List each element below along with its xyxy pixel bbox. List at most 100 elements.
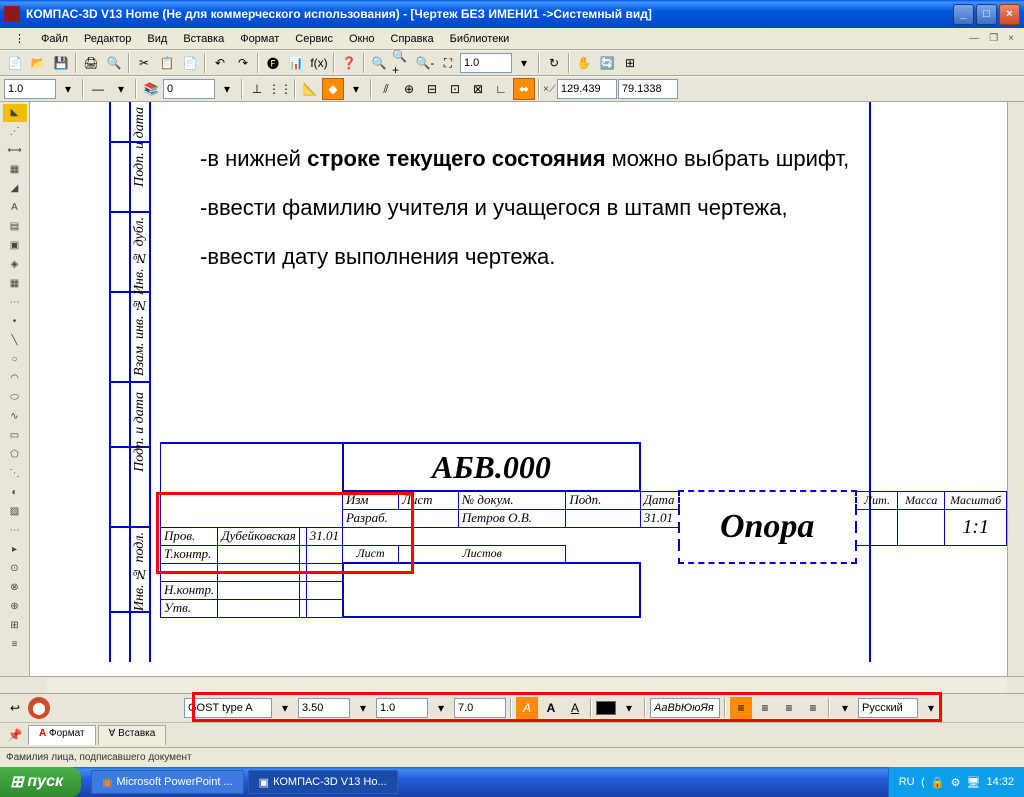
drawing-canvas[interactable]: Подп. и дата Инв. № дубл. Взам. инв. № П… — [30, 102, 1007, 676]
task-kompas[interactable]: ▣КОМПАС-3D V13 Ho... — [248, 770, 398, 794]
param2-icon[interactable]: ⊕ — [398, 78, 420, 100]
minimize-button[interactable]: _ — [953, 4, 974, 25]
menu-view[interactable]: Вид — [139, 31, 175, 47]
point-icon[interactable]: • — [3, 313, 27, 331]
zoom-in-icon[interactable]: 🔍+ — [391, 52, 413, 74]
tool-icon[interactable]: ⋰ — [3, 123, 27, 141]
zoom-window-icon[interactable]: 🔍 — [368, 52, 390, 74]
menu-insert[interactable]: Вставка — [175, 31, 232, 47]
fx-icon[interactable]: f(x) — [308, 52, 330, 74]
grid-icon[interactable]: ⋮⋮ — [269, 78, 291, 100]
new-icon[interactable]: 📄 — [4, 52, 26, 74]
hatch-icon[interactable]: ▦ — [3, 161, 27, 179]
layer-icon[interactable]: 📚 — [140, 78, 162, 100]
dropdown-icon[interactable]: ▾ — [216, 78, 238, 100]
menu-format[interactable]: Формат — [232, 31, 287, 47]
dropdown-icon[interactable]: ▾ — [57, 78, 79, 100]
pan-icon[interactable]: ✋ — [573, 52, 595, 74]
snap-icon[interactable]: 📐 — [299, 78, 321, 100]
tool-icon[interactable]: ⋱ — [3, 465, 27, 483]
param4-icon[interactable]: ⊡ — [444, 78, 466, 100]
tray-icon[interactable]: 🔒 — [931, 776, 945, 789]
spec-icon[interactable]: ▦ — [3, 275, 27, 293]
tray-icon[interactable]: 🖥 — [967, 776, 981, 789]
coord-y-input[interactable] — [618, 79, 678, 99]
param-icon[interactable]: ⫽ — [375, 78, 397, 100]
rebuild-icon[interactable]: ↻ — [543, 52, 565, 74]
stamp-scale[interactable]: 1:1 — [945, 509, 1007, 545]
properties-icon[interactable]: 🅕 — [262, 52, 284, 74]
pin-icon[interactable]: 📌 — [4, 724, 26, 746]
dropdown-icon[interactable]: ▾ — [345, 78, 367, 100]
tray-icon[interactable]: ⚙ — [951, 776, 961, 789]
tab-format[interactable]: A Формат — [28, 725, 96, 745]
tray-lang[interactable]: RU — [899, 776, 915, 788]
circle-icon[interactable]: ○ — [3, 351, 27, 369]
zoom-out-icon[interactable]: 🔍- — [414, 52, 436, 74]
dimensions-icon[interactable]: ⟷ — [3, 142, 27, 160]
geometry-icon[interactable]: ◣ — [3, 104, 27, 122]
help-icon[interactable]: ❓ — [338, 52, 360, 74]
r5-role[interactable]: Утв. — [161, 599, 218, 617]
snap-active-icon[interactable]: ◆ — [322, 78, 344, 100]
scrollbar-vertical[interactable] — [1007, 102, 1024, 676]
tool-icon[interactable]: ◐ — [3, 484, 27, 502]
close-button[interactable]: × — [999, 4, 1020, 25]
param3-icon[interactable]: ⊟ — [421, 78, 443, 100]
mdi-close[interactable]: × — [1004, 31, 1018, 46]
r1-date[interactable]: 31.01 — [640, 509, 678, 527]
zoom-fit-icon[interactable]: ⛶ — [437, 52, 459, 74]
redo-icon[interactable]: ↷ — [232, 52, 254, 74]
more-icon[interactable]: ≡ — [3, 636, 27, 654]
line-icon[interactable]: ╲ — [3, 332, 27, 350]
param5-icon[interactable]: ⊠ — [467, 78, 489, 100]
arc-icon[interactable]: ◠ — [3, 370, 27, 388]
start-button[interactable]: ⊞пуск — [0, 767, 81, 797]
vars-icon[interactable]: 📊 — [285, 52, 307, 74]
cut-icon[interactable]: ✂ — [133, 52, 155, 74]
dropdown-icon[interactable]: ▾ — [110, 78, 132, 100]
spline-icon[interactable]: ∿ — [3, 408, 27, 426]
tool-icon[interactable]: ⊙ — [3, 560, 27, 578]
rect-icon[interactable]: ▭ — [3, 427, 27, 445]
maximize-button[interactable]: □ — [976, 4, 997, 25]
copy-icon[interactable]: 📋 — [156, 52, 178, 74]
menu-help[interactable]: Справка — [383, 31, 442, 47]
tool-icon[interactable]: ▸ — [3, 541, 27, 559]
menu-window[interactable]: Окно — [341, 31, 383, 47]
tray-icon[interactable]: ⟨ — [921, 776, 925, 789]
menu-edit[interactable]: Редактор — [76, 31, 139, 47]
edit-icon[interactable]: ◢ — [3, 180, 27, 198]
views-icon[interactable]: ⊞ — [619, 52, 641, 74]
assoc-icon[interactable]: ◈ — [3, 256, 27, 274]
views-icon[interactable]: ▣ — [3, 237, 27, 255]
scrollbar-horizontal[interactable] — [0, 676, 1024, 693]
stamp-code[interactable]: АБВ.000 — [343, 443, 641, 491]
scale-input[interactable] — [4, 79, 56, 99]
line-icon[interactable]: — — [87, 78, 109, 100]
tool-icon[interactable]: ⊞ — [3, 617, 27, 635]
cancel-icon[interactable]: ↩ — [4, 697, 26, 719]
ortho-icon[interactable]: ⊥ — [246, 78, 268, 100]
tool-icon[interactable]: ⊗ — [3, 579, 27, 597]
local-cs-icon[interactable]: ⬌ — [513, 78, 535, 100]
table-icon[interactable]: ▤ — [3, 218, 27, 236]
r4-role[interactable]: Н.контр. — [161, 581, 218, 599]
open-icon[interactable]: 📂 — [27, 52, 49, 74]
polygon-icon[interactable]: ⬠ — [3, 446, 27, 464]
menu-service[interactable]: Сервис — [287, 31, 341, 47]
hatch-icon[interactable]: ▨ — [3, 503, 27, 521]
coord-x-input[interactable] — [557, 79, 617, 99]
save-icon[interactable]: 💾 — [50, 52, 72, 74]
tab-insert[interactable]: ∀ Вставка — [98, 725, 167, 745]
stop-icon[interactable]: ⬤ — [28, 697, 50, 719]
layer-input[interactable] — [163, 79, 215, 99]
stamp-name[interactable]: Опора — [679, 491, 856, 563]
system-tray[interactable]: RU ⟨ 🔒 ⚙ 🖥 14:32 — [888, 767, 1024, 797]
task-powerpoint[interactable]: ▣Microsoft PowerPoint ... — [91, 770, 244, 794]
menu-libraries[interactable]: Библиотеки — [442, 31, 518, 47]
r1-sign[interactable] — [566, 509, 640, 527]
mdi-minimize[interactable]: — — [965, 31, 983, 46]
menu-file[interactable]: Файл — [33, 31, 76, 47]
preview-icon[interactable]: 🔍 — [103, 52, 125, 74]
